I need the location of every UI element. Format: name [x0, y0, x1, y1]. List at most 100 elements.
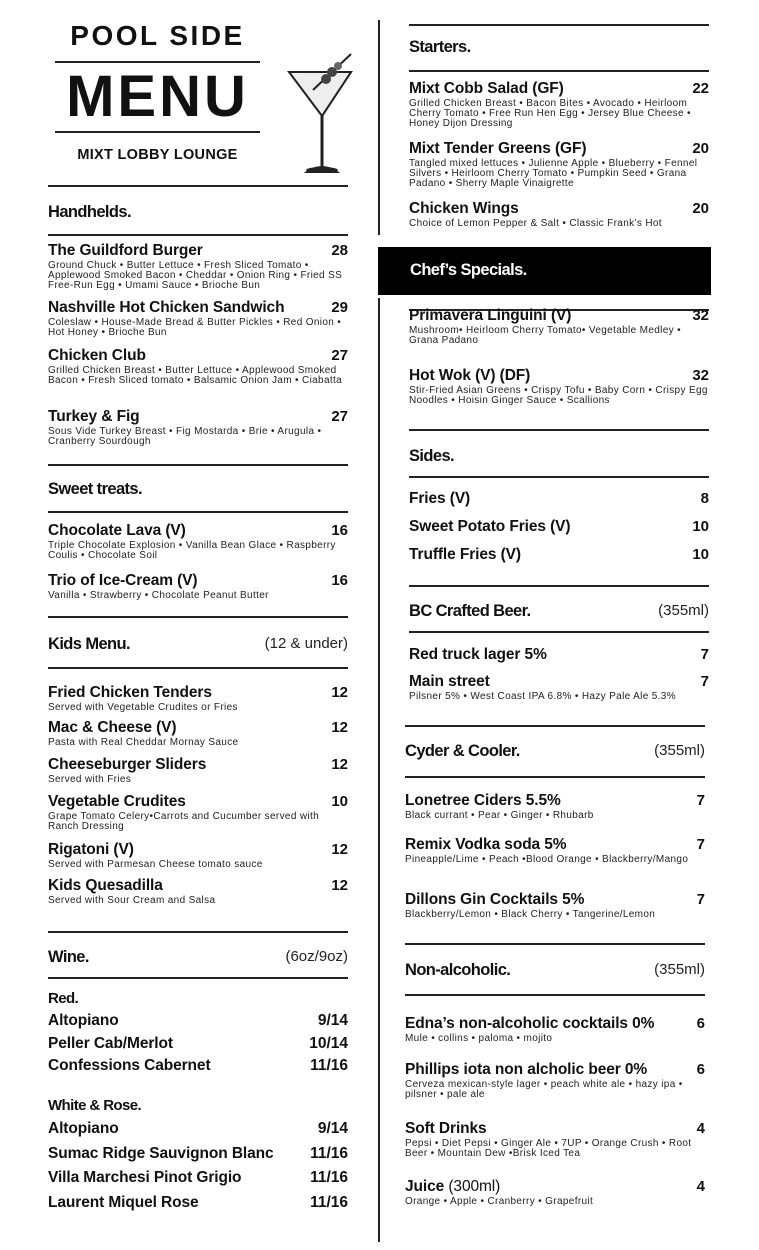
item-row: Vegetable Crudites 10 — [48, 793, 348, 811]
menu-item: Altopiano 9/14 — [48, 1120, 348, 1138]
item-name-text: Mixt Cobb Salad (GF) — [409, 80, 564, 97]
item-row: Altopiano 9/14 — [48, 1012, 348, 1030]
section-note: (6oz/9oz) — [285, 948, 348, 965]
menu-item: Chicken Wings 20 Choice of Lemon Pepper & … — [409, 200, 709, 229]
item-price: 12 — [331, 756, 348, 773]
item-price: 12 — [331, 719, 348, 736]
item-name: Sweet Potato Fries (V) — [409, 518, 571, 536]
column-divider — [378, 20, 380, 235]
item-name: Mixt Tender Greens (GF) — [409, 140, 587, 158]
item-name-text: The Guildford Burger — [48, 242, 203, 259]
menu-item: Fries (V) 8 — [409, 490, 709, 508]
item-description: Sous Vide Turkey Breast • Fig Mostarda •… — [48, 426, 322, 447]
divider — [409, 70, 709, 72]
wine-subtitle-red: Red. — [48, 990, 79, 1007]
item-row: Soft Drinks 4 — [405, 1120, 705, 1138]
item-row: Villa Marchesi Pinot Grigio 11/16 — [48, 1169, 348, 1187]
item-name-text: Confessions Cabernet — [48, 1057, 211, 1074]
section-title: Chef’s Specials. — [410, 261, 527, 279]
divider — [409, 24, 709, 26]
item-row: Rigatoni (V) 12 — [48, 841, 348, 859]
item-name-text: Sumac Ridge Sauvignon Blanc — [48, 1145, 274, 1162]
item-name: Peller Cab/Merlot — [48, 1035, 173, 1053]
item-name: Laurent Miquel Rose — [48, 1194, 199, 1212]
section-title: Wine. — [48, 948, 89, 966]
item-name-text: Altopiano — [48, 1120, 119, 1137]
item-price: 10 — [331, 793, 348, 810]
menu-item: Nashville Hot Chicken Sandwich 29 Coleslaw… — [48, 299, 348, 338]
divider — [405, 725, 705, 727]
section-note: (355ml) — [654, 961, 705, 978]
menu-item: Kids Quesadilla 12 Served with Sour Cream … — [48, 877, 348, 906]
item-name-text: Trio of Ice-Cream (V) — [48, 572, 198, 589]
menu-item: Mixt Tender Greens (GF) 20 Tangled mixed l… — [409, 140, 709, 189]
item-price: 7 — [696, 792, 705, 809]
section-title: Handhelds. — [48, 203, 132, 221]
menu-item: Sumac Ridge Sauvignon Blanc 11/16 — [48, 1145, 348, 1163]
item-name-text: Remix Vodka soda 5% — [405, 836, 567, 853]
item-description: Grape Tomato Celery•Carrots and Cucumber… — [48, 811, 320, 832]
item-name-text: Main street — [409, 673, 490, 690]
item-row: Chocolate Lava (V) 16 — [48, 522, 348, 540]
menu-item: Phillips iota non alcholic beer 0% 6 Cerve… — [405, 1061, 705, 1100]
item-row: Red truck lager 5% 7 — [409, 646, 709, 664]
item-name: Edna’s non-alcoholic cocktails 0% — [405, 1015, 654, 1033]
menu-item: Trio of Ice-Cream (V) 16 Vanilla • Strawbe… — [48, 572, 348, 601]
item-name: Cheeseburger Sliders — [48, 756, 206, 774]
divider — [55, 131, 260, 133]
item-name: Vegetable Crudites — [48, 793, 186, 811]
item-price: 6 — [696, 1061, 705, 1078]
menu-item: Truffle Fries (V) 10 — [409, 546, 709, 564]
chef-specials-banner: Chef’s Specials. — [378, 247, 711, 295]
item-description: Stir-Fried Asian Greens • Crispy Tofu • … — [409, 385, 708, 406]
menu-item: Lonetree Ciders 5.5% 7 Black currant • Pea… — [405, 792, 705, 821]
divider — [48, 667, 348, 669]
item-name: Primavera Linguini (V) — [409, 307, 571, 325]
item-name-text: Sweet Potato Fries (V) — [409, 518, 571, 535]
item-name-text: Laurent Miquel Rose — [48, 1194, 199, 1211]
item-description: Pasta with Real Cheddar Mornay Sauce — [48, 737, 239, 748]
item-description: Served with Vegetable Crudites or Fries — [48, 702, 238, 713]
item-price: 10/14 — [309, 1035, 348, 1052]
item-name: Mixt Cobb Salad (GF) — [409, 80, 564, 98]
item-description: Pineapple/Lime • Peach •Blood Orange • B… — [405, 854, 689, 865]
menu-item: Peller Cab/Merlot 10/14 — [48, 1035, 348, 1053]
item-name-text: Nashville Hot Chicken Sandwich — [48, 299, 285, 316]
divider — [409, 429, 709, 431]
menu-item: Vegetable Crudites 10 Grape Tomato Celery•… — [48, 793, 348, 832]
item-name: Main street — [409, 673, 490, 691]
divider — [48, 464, 348, 466]
item-row: Phillips iota non alcholic beer 0% 6 — [405, 1061, 705, 1079]
item-name: Hot Wok (V) (DF) — [409, 367, 530, 385]
divider — [48, 616, 348, 618]
menu-item: Remix Vodka soda 5% 7 Pineapple/Lime • Pea… — [405, 836, 705, 865]
item-description: Pilsner 5% • West Coast IPA 6.8% • Hazy … — [409, 691, 676, 702]
item-price: 10 — [692, 518, 709, 535]
item-description: Mule • collins • paloma • mojito — [405, 1033, 553, 1044]
item-name: Fries (V) — [409, 490, 470, 508]
item-row: Dillons Gin Cocktails 5% 7 — [405, 891, 705, 909]
menu-item: Dillons Gin Cocktails 5% 7 Blackberry/Lemo… — [405, 891, 705, 920]
item-price: 10 — [692, 546, 709, 563]
item-description: Tangled mixed lettuces • Julienne Apple … — [409, 158, 698, 189]
menu-item: Edna’s non-alcoholic cocktails 0% 6 Mule •… — [405, 1015, 705, 1044]
item-name: Confessions Cabernet — [48, 1057, 211, 1075]
item-name: Villa Marchesi Pinot Grigio — [48, 1169, 242, 1187]
item-name-text: Lonetree Ciders 5.5% — [405, 792, 561, 809]
menu-title: MENU — [66, 64, 249, 129]
divider — [409, 631, 709, 633]
item-name-text: Edna’s non-alcoholic cocktails 0% — [405, 1015, 655, 1032]
item-name: Juice (300ml) — [405, 1178, 500, 1196]
item-row: Trio of Ice-Cream (V) 16 — [48, 572, 348, 590]
item-price: 7 — [700, 673, 709, 690]
item-row: Nashville Hot Chicken Sandwich 29 — [48, 299, 348, 317]
item-price: 12 — [331, 684, 348, 701]
section-note: (355ml) — [658, 602, 709, 619]
item-price: 11/16 — [310, 1194, 348, 1211]
item-row: Sweet Potato Fries (V) 10 — [409, 518, 709, 536]
menu-item: Soft Drinks 4 Pepsi • Diet Pepsi • Ginger … — [405, 1120, 705, 1159]
item-price: 27 — [331, 408, 348, 425]
item-name: Chicken Club — [48, 347, 146, 365]
menu-item: Mac & Cheese (V) 12 Pasta with Real Chedda… — [48, 719, 348, 748]
menu-item: Fried Chicken Tenders 12 Served with Veget… — [48, 684, 348, 713]
